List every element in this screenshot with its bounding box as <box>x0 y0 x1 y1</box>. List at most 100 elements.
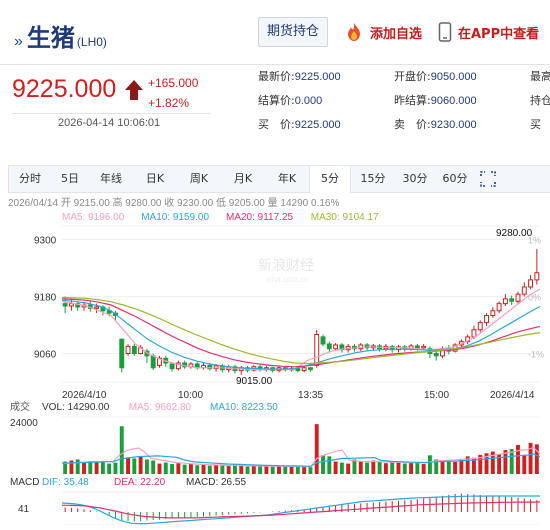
tab-5day[interactable]: 5日 <box>61 172 79 185</box>
volume-bar <box>528 442 533 474</box>
tab-15min[interactable]: 15分 <box>360 172 386 185</box>
add-favorite-button[interactable]: 添加自选 <box>344 22 422 42</box>
ma-legend-item: MA10: 9159.00 <box>141 212 209 223</box>
volume-bar <box>333 461 338 474</box>
quote-row: 昨结算:9060.000 <box>394 89 477 113</box>
quote-column-3: 最高 持仓 买 <box>530 65 550 137</box>
volume-bar <box>69 460 74 474</box>
high-price-label: 9280.00 <box>496 228 533 239</box>
volume-bar <box>195 465 200 474</box>
quote-row: 买 价:9225.000 <box>258 113 341 137</box>
price-tick-label: 9060 <box>34 350 57 361</box>
time-axis-label: 10:00 <box>178 390 203 401</box>
volume-bar <box>170 464 175 474</box>
volume-bar <box>377 461 382 474</box>
volume-bar <box>472 457 476 474</box>
fullscreen-icon[interactable] <box>475 166 501 192</box>
volume-bar <box>453 461 458 474</box>
time-axis-label: 2026/4/10 <box>62 390 107 401</box>
quote-divider <box>12 113 210 114</box>
volume-bar <box>409 462 414 474</box>
macd-legend-item: DIF: 35.48 <box>42 477 89 488</box>
quote-row: 开盘价:9050.000 <box>394 65 477 89</box>
volume-bar <box>88 461 93 474</box>
quote-label: 卖 价: <box>394 118 431 131</box>
volume-bar <box>484 453 489 474</box>
ma-line-ma20 <box>61 298 541 368</box>
tab-yearly-k[interactable]: 年K <box>277 172 297 185</box>
flame-icon <box>348 23 360 41</box>
kline-chart-svg: 新浪财经 sina.com.cn 2026/04/14 开 9215.00 高 … <box>8 196 544 526</box>
volume-bar <box>270 466 275 474</box>
volume-bar <box>100 461 105 474</box>
candle-body <box>175 362 181 370</box>
candle-body <box>150 355 156 369</box>
ma-line-ma10 <box>61 299 541 370</box>
tab-year-line[interactable]: 年线 <box>100 172 122 185</box>
candle-body <box>314 334 320 366</box>
volume-bar <box>339 462 344 474</box>
futures-holdings-button[interactable]: 期货持仓 <box>258 17 328 47</box>
quote-timestamp: 2026-04-14 10:06:01 <box>58 117 161 129</box>
phone-icon <box>438 22 452 42</box>
volume-bar <box>283 466 288 474</box>
volume-bar <box>113 462 118 474</box>
tab-timeshare[interactable]: 分时 <box>19 172 41 185</box>
percent-tick-label: 1% <box>528 236 541 246</box>
volume-bar <box>509 449 514 474</box>
candle-body <box>521 286 527 295</box>
candle-body <box>333 344 339 350</box>
open-in-app-link[interactable]: 在APP中查看 <box>438 22 539 42</box>
volume-legend-item: MA10: 8223.50 <box>210 402 278 413</box>
tab-weekly-k[interactable]: 周K <box>189 172 209 185</box>
volume-bar <box>207 465 212 474</box>
candle-body <box>534 272 540 281</box>
volume-bar <box>119 426 124 474</box>
candle-body <box>320 336 326 345</box>
volume-bar <box>358 461 363 474</box>
volume-bar <box>522 455 527 474</box>
volume-bar <box>383 463 388 474</box>
candle-body <box>125 345 131 354</box>
watermark: 新浪财经 <box>258 257 314 273</box>
macd-legend-item: MACD: 26.55 <box>186 477 246 488</box>
volume-bar <box>264 466 269 474</box>
candle-body <box>169 363 175 370</box>
quote-row: 卖 价:9230.000 <box>394 113 477 137</box>
volume-bar <box>503 450 508 474</box>
candle-body <box>68 303 74 307</box>
quote-value: 9230.000 <box>430 119 477 131</box>
change-percent: +1.82% <box>148 96 190 110</box>
quote-label: 开盘价: <box>394 70 431 83</box>
volume-bar <box>415 462 420 474</box>
tab-60min[interactable]: 60分 <box>442 172 468 185</box>
candle-body <box>484 315 489 324</box>
tab-30min[interactable]: 30分 <box>402 172 428 185</box>
quote-panel: 9225.000 +165.000 +1.82% 2026-04-14 10:0… <box>0 65 550 153</box>
change-amount: +165.000 <box>148 76 199 90</box>
macd-legend-item: DEA: 22.20 <box>114 477 166 488</box>
volume-bar <box>233 464 237 474</box>
volume-bar <box>314 424 319 474</box>
instrument-name: 生猪 <box>26 24 75 52</box>
volume-bar <box>352 459 357 474</box>
volume-bar <box>188 463 193 474</box>
candle-body <box>496 303 502 312</box>
tab-monthly-k[interactable]: 月K <box>233 172 253 185</box>
volume-bar <box>239 465 244 474</box>
candle-body <box>94 306 100 309</box>
time-axis-label: 2026/4/14 <box>490 390 535 401</box>
candle-body <box>326 343 332 350</box>
tab-daily-k[interactable]: 日K <box>145 172 165 185</box>
volume-bar <box>214 464 219 474</box>
volume-bar <box>427 455 432 474</box>
ma-line-ma5 <box>61 288 541 371</box>
volume-bar <box>251 465 256 474</box>
volume-bar <box>346 463 351 474</box>
time-axis-label: 15:00 <box>424 390 449 401</box>
volume-bar <box>371 460 376 474</box>
volume-ma-line-ma10 <box>61 453 541 467</box>
ma-line-ma30 <box>61 296 541 365</box>
candle-body <box>414 345 420 349</box>
tab-5min[interactable]: 5分 <box>309 166 351 193</box>
